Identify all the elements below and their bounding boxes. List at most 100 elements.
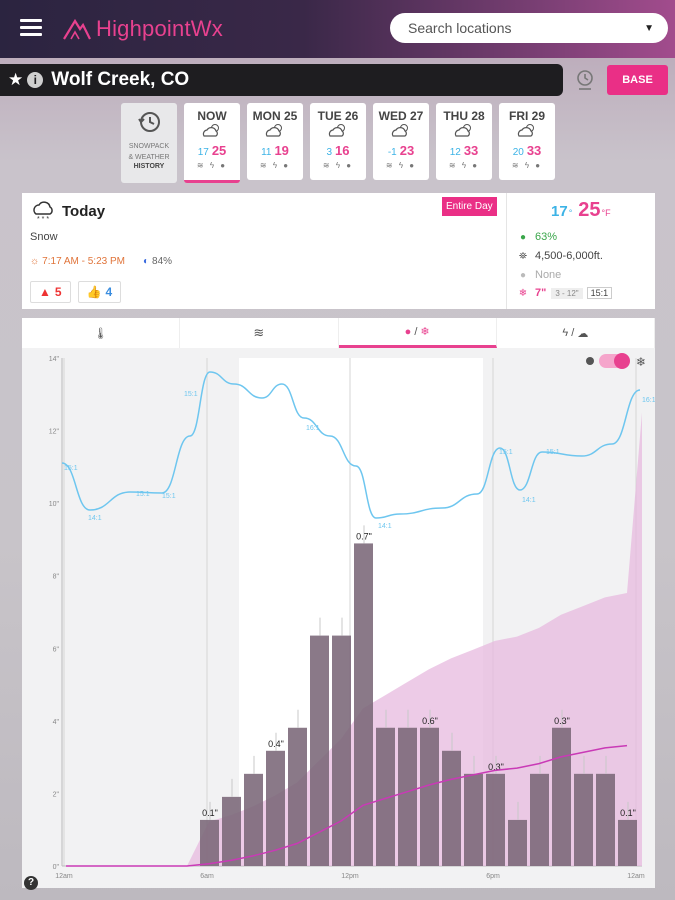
sun-times: 7:17 AM - 5:23 PM [42, 256, 125, 267]
svg-text:* * *: * * * [37, 216, 49, 222]
star-icon[interactable]: ★ [8, 70, 24, 89]
day-name: FRI 29 [508, 109, 545, 123]
day-name: THU 28 [443, 109, 485, 123]
snow-total: 7" [535, 287, 547, 299]
y-tick-label: 8" [53, 574, 60, 581]
tab-lightning-cloud[interactable]: ϟ / ☁ [497, 318, 655, 348]
precip-drop-icon: ● [404, 325, 412, 338]
info-icon[interactable]: i [27, 72, 44, 88]
menu-icon[interactable] [20, 19, 42, 37]
snow-bar [310, 635, 329, 866]
bar-value-label: 0.1" [620, 808, 636, 818]
day-high: 33 [526, 143, 542, 158]
day-condition-icons: ≋ ϟ ● [196, 161, 228, 170]
help-icon[interactable]: ? [24, 876, 38, 890]
snow-bar [222, 796, 241, 866]
snow-bar [266, 750, 285, 866]
chevron-down-icon[interactable]: ▼ [644, 22, 654, 34]
bar-value-label: 0.1" [202, 808, 218, 818]
search-placeholder: Search locations [408, 20, 512, 36]
summary-title: Today [62, 202, 106, 220]
elevation-value: 4,500-6,000ft. [535, 250, 603, 262]
day-condition-icons: ≋ ϟ ● [385, 161, 417, 170]
partly-cloudy-snow-icon [265, 124, 282, 137]
conditions-text: Snow [30, 231, 58, 243]
thumbs-up-icon: 👍 [86, 285, 102, 299]
snowflake-icon: ❄ [420, 326, 430, 338]
accumulation-range-area [66, 412, 642, 866]
day-card[interactable]: MON 25 11 19 ≋ ϟ ● [247, 103, 303, 180]
day-card[interactable]: FRI 29 20 33 ≋ ϟ ● [499, 103, 555, 180]
temp-high: 25 [578, 199, 601, 221]
y-tick-label: 12" [49, 429, 60, 436]
snow-ratio: 15:1 [586, 287, 613, 299]
bar-value-label: 0.4" [268, 739, 284, 749]
snowflake-icon: ❄ [518, 287, 528, 299]
snow-bar [288, 727, 307, 866]
top-bar: HighpointWx Search locations ▼ [0, 0, 675, 58]
day-name: TUE 26 [317, 109, 359, 123]
day-low: 20 [512, 147, 524, 158]
snow-bar [618, 819, 637, 866]
day-high: 33 [463, 143, 479, 158]
humidity-drop-icon: ● [519, 231, 527, 243]
precip-drop-icon: ● [519, 269, 527, 281]
history-icon [138, 112, 160, 132]
ratio-label: 14:1 [378, 523, 392, 530]
sun-icon: ☼ [30, 256, 40, 267]
snow-cloud-icon: * * * [33, 201, 53, 222]
snow-bar [486, 773, 505, 866]
y-tick-label: 10" [49, 501, 60, 508]
snow-bar [464, 773, 483, 866]
tab-temperature[interactable]: 🌡 [22, 318, 181, 348]
day-card[interactable]: NOW 17 25 ≋ ϟ ● [184, 103, 240, 183]
snow-bar [398, 727, 417, 866]
x-tick-label: 12pm [341, 873, 359, 880]
snow-range: 3 - 12" [551, 287, 583, 299]
snow-chart: 0" 2" 4" 6" 8" 10" 12" 14" 12am 6am 12pm 6pm 12am 0.1… [22, 348, 655, 888]
search-input[interactable]: Search locations ▼ [390, 13, 668, 43]
day-card[interactable]: THU 28 12 33 ≋ ϟ ● [436, 103, 492, 180]
day-card[interactable]: WED 27 -1 23 ≋ ϟ ● [373, 103, 429, 180]
history-clock-icon[interactable] [573, 68, 597, 92]
temp-low: 17 [551, 203, 568, 220]
location-bar: ★ i Wolf Creek, CO [0, 64, 563, 96]
day-name: WED 27 [378, 109, 424, 123]
ratio-label: 15:1 [162, 493, 176, 500]
snow-ratio-line [61, 371, 641, 519]
app-logo[interactable]: HighpointWx [62, 14, 223, 44]
likes-badge[interactable]: 👍 4 [77, 281, 122, 303]
tab-precip-snow[interactable]: ● / ❄ [338, 318, 497, 348]
y-tick-label: 4" [53, 719, 60, 726]
tab-wind[interactable]: ≋ [180, 318, 339, 348]
location-name: Wolf Creek, CO [51, 69, 190, 90]
entire-day-button[interactable]: Entire Day [442, 197, 497, 216]
snow-bar [354, 543, 373, 866]
y-tick-label: 2" [53, 791, 60, 798]
day-low: -1 [387, 147, 397, 158]
summary-right: 17 ° 25 °F ● 63% ⛯ 4,500-6,000ft. ● None… [506, 193, 655, 309]
humidity-value: 63% [535, 231, 558, 243]
base-button[interactable]: BASE [607, 65, 668, 95]
bar-value-label: 0.3" [488, 762, 504, 772]
x-tick-label: 6pm [486, 873, 500, 880]
ratio-label: 15:1 [546, 449, 560, 456]
history-label: HISTORY [133, 163, 165, 170]
cloud-icon: ☁ [577, 327, 589, 340]
y-tick-label: 14" [49, 356, 60, 363]
warning-icon: ▲ [39, 285, 51, 299]
snow-bar [552, 727, 571, 866]
alerts-count: 5 [54, 285, 62, 299]
partly-cloudy-snow-icon [202, 124, 219, 137]
precip-toggle-knob[interactable] [614, 353, 630, 369]
mountain-logo-icon [63, 18, 91, 40]
day-high: 23 [399, 143, 415, 158]
history-card[interactable]: SNOWPACK & WEATHER HISTORY [121, 103, 177, 183]
alerts-badge[interactable]: ▲ 5 [30, 281, 71, 303]
likes-count: 4 [105, 285, 113, 299]
snow-bar [574, 773, 593, 866]
ratio-label: 15:1 [184, 391, 198, 398]
day-card[interactable]: TUE 26 3 16 ≋ ϟ ● [310, 103, 366, 180]
ratio-label: 16:1 [642, 397, 655, 404]
day-condition-icons: ≋ ϟ ● [511, 161, 543, 170]
